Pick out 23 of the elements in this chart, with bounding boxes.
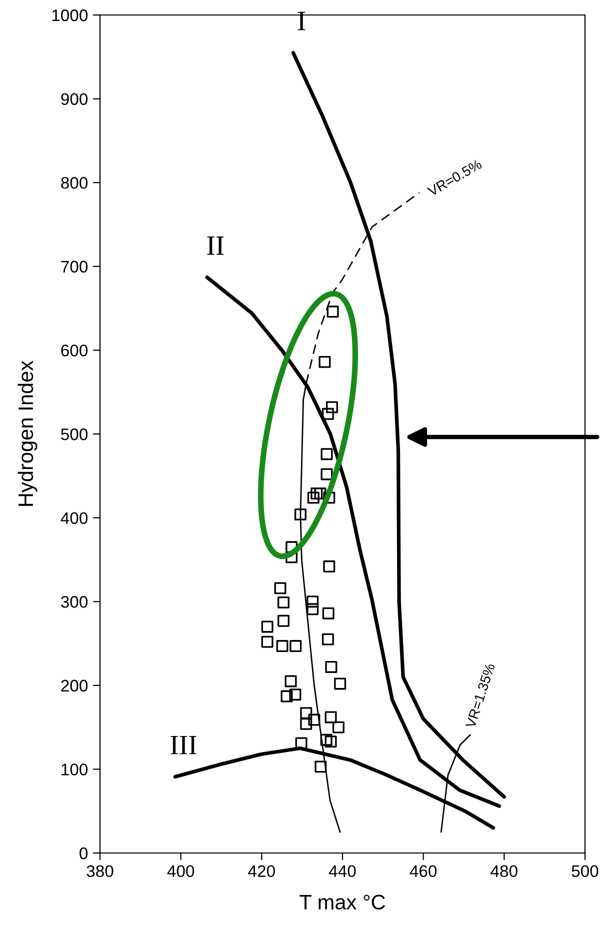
x-axis-title: T max °C — [300, 894, 386, 910]
y-tick-label: 500 — [61, 428, 88, 440]
x-tick-label: 420 — [248, 865, 275, 878]
x-tick-label: 380 — [86, 865, 114, 878]
y-tick-label: 400 — [60, 512, 88, 524]
x-tick-label: 440 — [328, 865, 356, 878]
y-tick-label: 700 — [61, 260, 88, 273]
y-tick-label: 100 — [62, 764, 88, 776]
y-tick-label: 1000 — [52, 9, 88, 22]
y-tick-label: 200 — [61, 680, 88, 692]
x-tick-label: 400 — [167, 865, 194, 878]
series-label: I — [298, 12, 306, 30]
y-tick-label: 0 — [80, 847, 88, 860]
series-label: III — [170, 736, 196, 754]
x-tick-label: 500 — [572, 865, 598, 878]
series-label: II — [207, 236, 224, 255]
x-tick-label: 460 — [410, 865, 437, 878]
y-tick-label: 600 — [61, 344, 88, 356]
y-tick-label: 800 — [61, 177, 88, 189]
y-tick-label: 300 — [61, 596, 88, 608]
y-axis-title: Hydrogen Index — [18, 360, 38, 506]
y-tick-label: 900 — [61, 93, 88, 106]
x-tick-label: 480 — [490, 865, 518, 878]
